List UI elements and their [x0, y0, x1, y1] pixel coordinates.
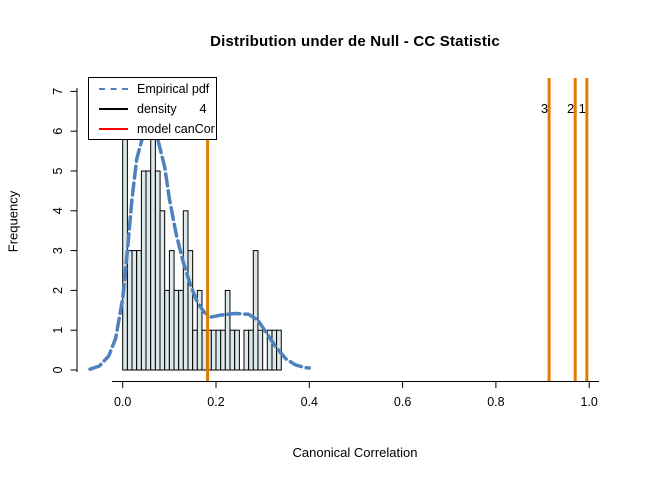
histogram-bar [140, 170, 147, 371]
histogram-bar [201, 329, 208, 371]
histogram-bar [229, 329, 236, 371]
cutoff-label-4: 4 [199, 101, 207, 116]
histogram-bar [252, 250, 259, 371]
histogram-bar [145, 170, 152, 371]
y-tick-label: 2 [51, 287, 65, 294]
x-tick-label: 0.2 [207, 395, 224, 409]
legend-item-density: density [99, 100, 216, 117]
histogram-bar [224, 289, 231, 371]
histogram-bar [215, 329, 222, 371]
histogram-bar [126, 250, 133, 371]
histogram-bar [187, 250, 194, 371]
chart-title: Distribution under de Null - CC Statisti… [210, 33, 500, 50]
histogram-bar [164, 289, 170, 371]
histogram-bar [257, 329, 264, 371]
y-tick-label: 1 [51, 327, 65, 334]
cutoff-label-1: 1 [578, 101, 586, 116]
dashed-line-icon [99, 87, 128, 90]
x-tick-label: 0.4 [301, 395, 318, 409]
y-axis-label: Frequency [5, 190, 21, 253]
x-tick-label: 1.0 [581, 395, 598, 409]
density-curve [88, 127, 312, 371]
legend-item-model-cancor: model canCor [99, 120, 216, 137]
histogram-bar [182, 210, 189, 371]
legend-item-empirical-pdf: Empirical pdf [99, 80, 216, 97]
y-tick-label: 6 [51, 128, 65, 135]
histogram-bar [168, 250, 175, 371]
histogram-bar [178, 289, 184, 371]
y-tick-label: 0 [51, 366, 65, 373]
x-axis-label: Canonical Correlation [292, 445, 418, 460]
histogram-bar [220, 329, 226, 371]
histogram-bar [243, 329, 250, 371]
y-tick-label: 7 [51, 88, 65, 95]
x-tick-label: 0.8 [487, 395, 504, 409]
histogram-bar [234, 329, 240, 371]
histogram-bar [154, 170, 161, 371]
y-tick-label: 5 [51, 167, 65, 174]
histogram-bar [192, 329, 198, 371]
histogram-bar [173, 289, 180, 371]
y-tick-label: 4 [51, 207, 65, 214]
histogram-bar [248, 329, 254, 371]
histogram-bar [136, 250, 142, 371]
histogram-bar [131, 250, 138, 371]
x-tick-label: 0.6 [394, 395, 411, 409]
histogram-bar [196, 289, 203, 371]
solid-line-icon [99, 107, 128, 110]
histogram-bar [271, 329, 278, 371]
histogram-bar [159, 210, 166, 371]
x-tick-label: 0.0 [114, 395, 131, 409]
histogram-bar [210, 329, 217, 371]
y-tick-label: 3 [51, 247, 65, 254]
cutoff-label-2: 2 [566, 101, 575, 116]
legend-box: Empirical pdf density model canCor [88, 77, 217, 140]
cutoff-label-3: 3 [540, 101, 549, 116]
solid-line-icon [99, 127, 128, 130]
